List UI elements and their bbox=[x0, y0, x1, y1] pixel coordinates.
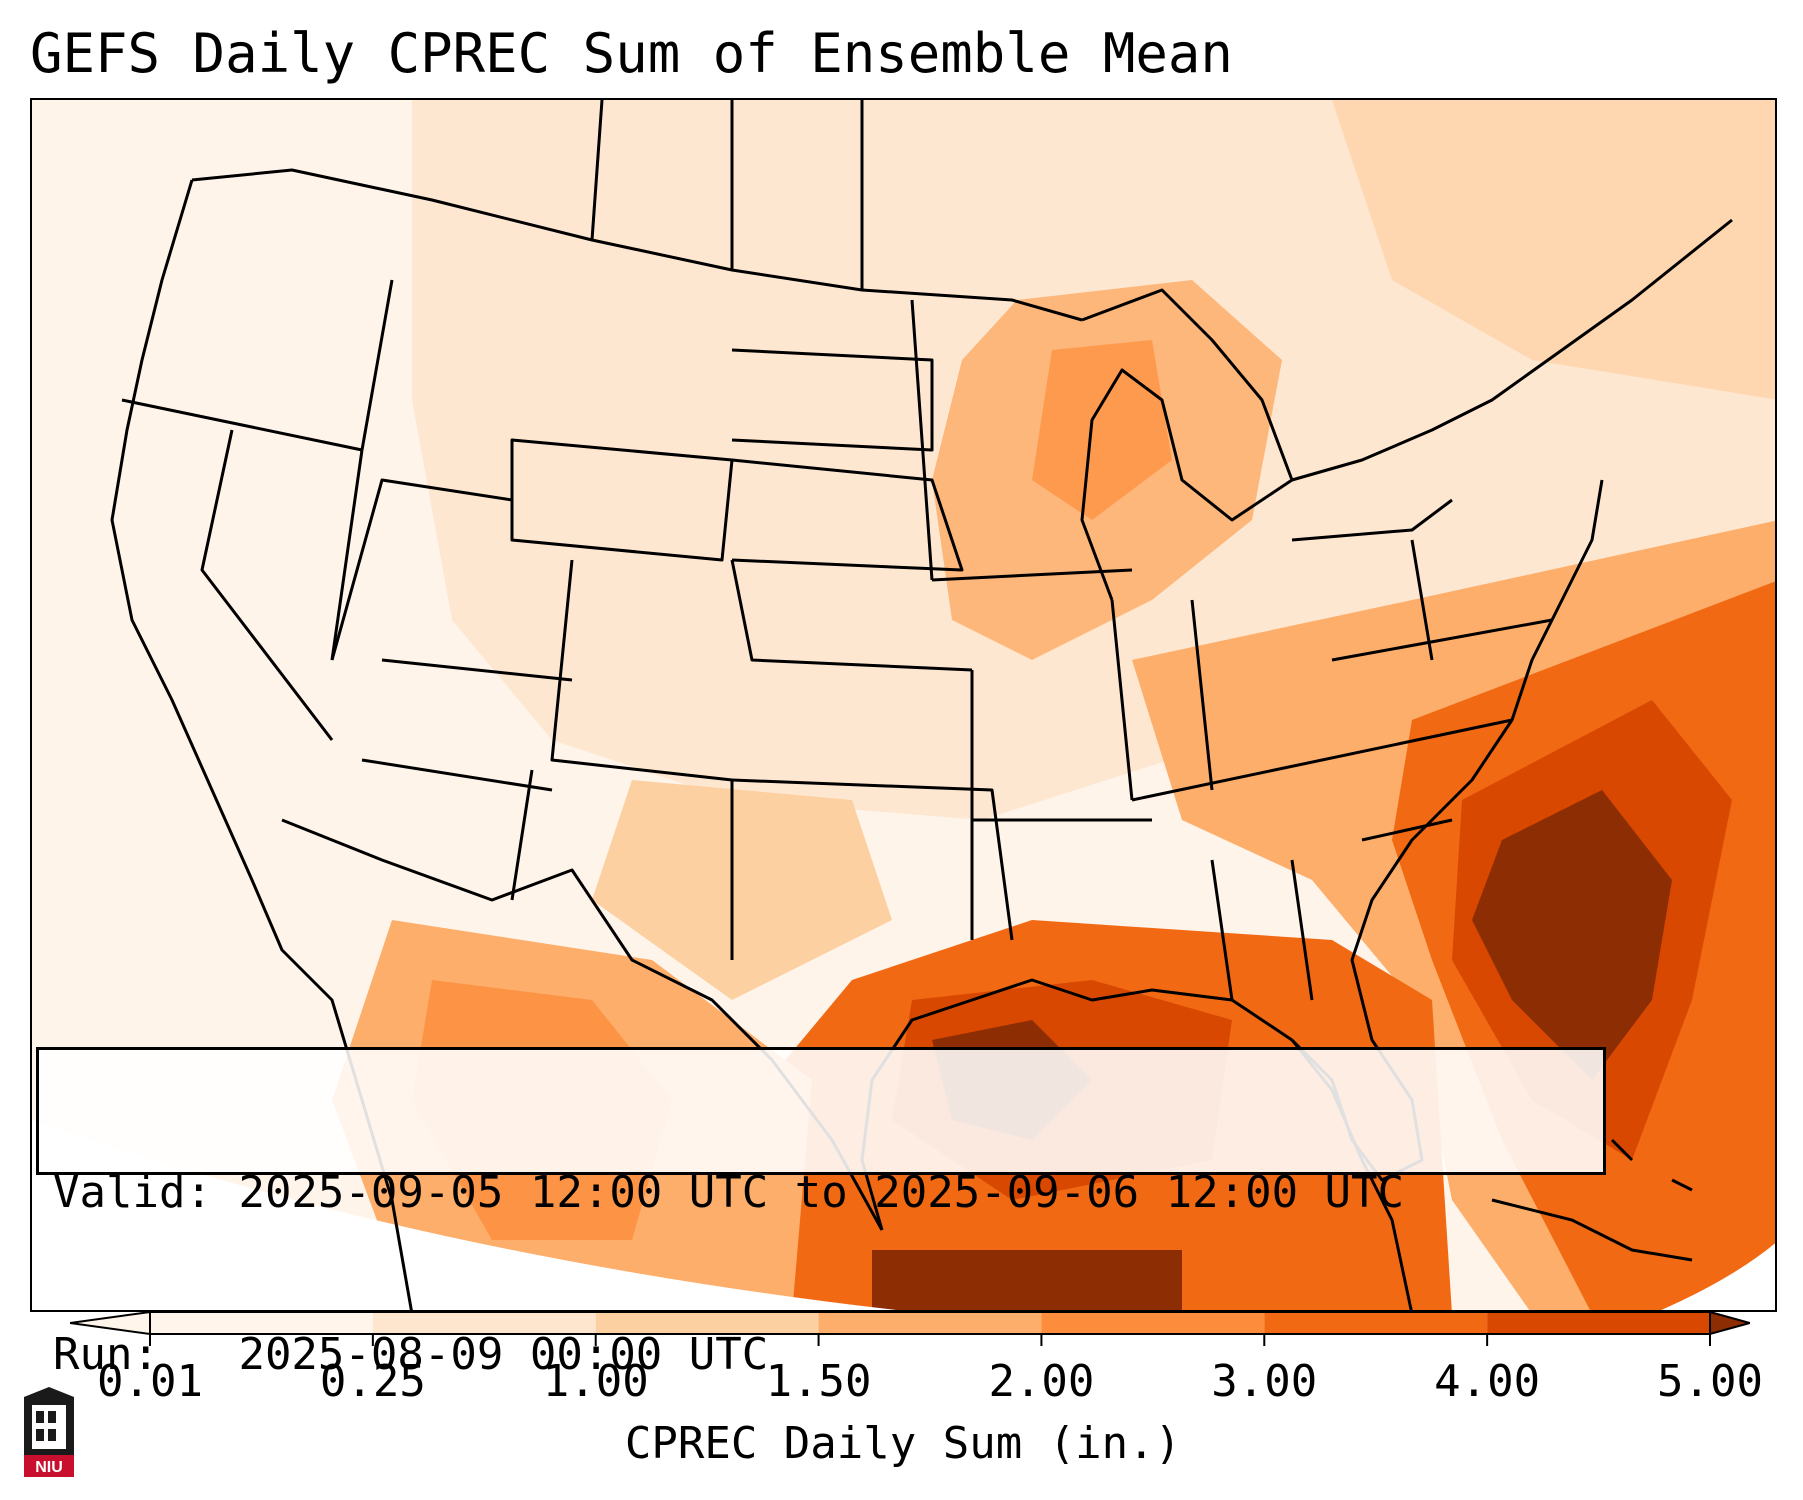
state-line bbox=[550, 559, 733, 782]
state-line bbox=[731, 458, 964, 572]
state-line bbox=[360, 279, 394, 451]
northeast-border bbox=[1291, 218, 1733, 482]
state-line bbox=[1361, 818, 1453, 842]
colorbar-tick-label: 0.01 bbox=[97, 1356, 203, 1407]
precip-area-canada-east bbox=[1332, 100, 1775, 400]
state-line bbox=[1110, 599, 1134, 801]
run-value: 2025-08-09 00:00 UTC bbox=[238, 1329, 769, 1380]
colorbar-segment bbox=[1041, 1312, 1265, 1334]
logo-text: NIU bbox=[35, 1459, 63, 1476]
state-line bbox=[731, 778, 1014, 941]
state-line bbox=[121, 398, 363, 452]
map-projection-edge-right bbox=[1661, 1243, 1775, 1310]
great-lakes-shore bbox=[1080, 288, 1294, 601]
colorbar-tick-label: 3.00 bbox=[1211, 1356, 1318, 1407]
state-line bbox=[510, 438, 734, 562]
state-line bbox=[910, 299, 934, 581]
state-line bbox=[510, 769, 534, 901]
colorbar-segment bbox=[1264, 1312, 1488, 1334]
precip-max-atlantic bbox=[1472, 790, 1672, 1080]
colorbar-tick-label: 1.50 bbox=[765, 1356, 872, 1407]
state-line bbox=[1190, 599, 1214, 791]
state-line bbox=[330, 449, 364, 661]
state-line bbox=[931, 568, 1133, 582]
valid-value: 2025-09-05 12:00 UTC to 2025-09-06 12:00… bbox=[238, 1167, 1405, 1218]
run-label: Run: bbox=[53, 1329, 159, 1380]
state-line bbox=[381, 658, 573, 682]
state-line bbox=[1290, 859, 1314, 1001]
state-line bbox=[1131, 718, 1513, 802]
valid-label: Valid: bbox=[53, 1167, 212, 1218]
colorbar-extend-min bbox=[70, 1310, 151, 1336]
state-line bbox=[1331, 618, 1553, 662]
colorbar-segment bbox=[818, 1312, 1042, 1334]
colorbar-outline bbox=[149, 1311, 1711, 1335]
colorbar-segment bbox=[372, 1312, 596, 1334]
colorbar-extend-max bbox=[1709, 1310, 1750, 1336]
colorbar-tick-label: 4.00 bbox=[1434, 1356, 1541, 1407]
canada-border bbox=[191, 168, 1083, 322]
colorbar-tick-label: 0.25 bbox=[319, 1356, 426, 1407]
validity-info-box: Valid: 2025-09-05 12:00 UTC to 2025-09-0… bbox=[36, 1047, 1606, 1380]
state-line bbox=[200, 429, 334, 741]
caribbean-islands bbox=[1491, 1138, 1693, 1262]
precip-max-south bbox=[872, 1250, 1182, 1310]
precip-area-wisconsin bbox=[1032, 340, 1172, 520]
precip-area-texas bbox=[592, 780, 892, 1000]
logo-banner bbox=[24, 1455, 74, 1477]
state-line bbox=[1291, 498, 1453, 542]
colorbar-tick-label: 2.00 bbox=[988, 1356, 1095, 1407]
map-projection-edge-left bbox=[32, 1120, 897, 1310]
state-line bbox=[330, 478, 513, 661]
colorbar-tick-label: 5.00 bbox=[1657, 1356, 1763, 1407]
state-line bbox=[730, 559, 973, 672]
colorbar bbox=[70, 1310, 1750, 1346]
run-line: Run: 2025-08-09 00:00 UTC bbox=[53, 1328, 1589, 1382]
state-line bbox=[1410, 539, 1434, 661]
map-title: GEFS Daily CPREC Sum of Ensemble Mean bbox=[30, 22, 1233, 85]
state-line bbox=[1210, 859, 1234, 1001]
state-line bbox=[590, 100, 604, 241]
colorbar-label: CPREC Daily Sum (in.) bbox=[624, 1418, 1182, 1469]
colorbar-tick-label: 1.00 bbox=[542, 1356, 649, 1407]
niu-logo: NIU bbox=[24, 1387, 74, 1477]
colorbar-segment bbox=[595, 1312, 819, 1334]
colorbar-segment bbox=[150, 1312, 373, 1334]
colorbar-segment bbox=[1487, 1312, 1710, 1334]
valid-line: Valid: 2025-09-05 12:00 UTC to 2025-09-0… bbox=[53, 1166, 1589, 1220]
state-line bbox=[361, 758, 553, 792]
state-line bbox=[731, 348, 934, 452]
